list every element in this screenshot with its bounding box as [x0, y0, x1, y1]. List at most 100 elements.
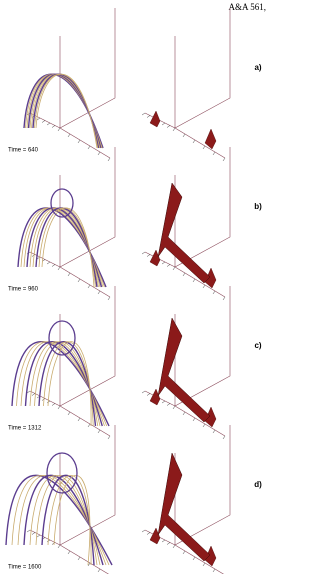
tick [192, 278, 196, 283]
tick [97, 568, 101, 573]
tick [166, 403, 171, 406]
tick [97, 429, 101, 434]
tick [87, 562, 91, 567]
panel: Time = 960 b) [8, 147, 262, 301]
tick [192, 139, 196, 144]
current-sheet [149, 388, 161, 406]
tick [161, 122, 166, 126]
tick [202, 562, 206, 567]
axis-box [144, 8, 231, 159]
tick [146, 254, 151, 257]
axis-box [144, 286, 231, 437]
tick [31, 532, 36, 535]
tick [31, 393, 36, 396]
tick [57, 544, 61, 549]
tick [67, 272, 71, 277]
tick [51, 542, 56, 545]
tick [141, 112, 146, 116]
time-label: Time = 960 [8, 287, 39, 293]
tick [57, 266, 61, 271]
tick [26, 390, 31, 394]
tick [202, 423, 206, 428]
tick [67, 133, 71, 138]
tick [26, 529, 31, 533]
tick [87, 423, 91, 428]
tick [192, 417, 196, 422]
tick [212, 568, 216, 573]
tick [77, 556, 81, 561]
tick [107, 157, 111, 162]
time-label: Time = 1600 [8, 565, 42, 571]
tick [51, 264, 56, 267]
tick [36, 534, 41, 538]
tick [161, 400, 166, 404]
tick [141, 251, 146, 255]
current-sheet [149, 527, 161, 545]
tick [182, 411, 186, 416]
tick [161, 261, 166, 265]
field-line [16, 341, 108, 427]
tick [87, 145, 91, 150]
current-sheet [157, 182, 211, 284]
field-line [41, 207, 95, 288]
tick [166, 125, 171, 128]
tick [77, 278, 81, 283]
current-sheet [204, 406, 217, 428]
tick [212, 290, 216, 295]
tick [212, 429, 216, 434]
tick [51, 125, 56, 128]
tick [202, 145, 206, 150]
tick [107, 296, 111, 301]
panel-label: c) [254, 341, 261, 350]
tick [161, 539, 166, 543]
tick [31, 254, 36, 257]
tick [36, 117, 41, 121]
field-line [27, 73, 102, 149]
tick [41, 120, 46, 123]
tick [182, 133, 186, 138]
tick [87, 284, 91, 289]
tick [67, 550, 71, 555]
tick [67, 411, 71, 416]
time-label: Time = 640 [8, 148, 39, 154]
tick [141, 390, 146, 394]
tick [212, 151, 216, 156]
flux-rope [48, 320, 76, 356]
tick [172, 266, 176, 271]
tick [107, 435, 111, 440]
flux-rope [46, 452, 78, 494]
tick [172, 405, 176, 410]
tick [41, 398, 46, 401]
field-line [29, 207, 101, 288]
current-sheet [149, 110, 161, 128]
tick [57, 405, 61, 410]
current-sheet [204, 545, 217, 567]
tick [182, 550, 186, 555]
tick [97, 151, 101, 156]
panel: Time = 640 a) [8, 8, 262, 162]
current-sheet [157, 317, 211, 423]
tick [172, 127, 176, 132]
axis-box [144, 147, 231, 298]
tick [46, 261, 51, 265]
current-sheet [204, 128, 217, 150]
tick [57, 127, 61, 132]
tick [182, 272, 186, 277]
tick [146, 115, 151, 118]
tick [77, 139, 81, 144]
tick [51, 403, 56, 406]
field-line [5, 474, 113, 566]
tick [46, 122, 51, 126]
tick [222, 296, 226, 301]
panel-label: a) [254, 63, 261, 72]
tick [166, 542, 171, 545]
time-label: Time = 1312 [8, 426, 42, 432]
tick [172, 544, 176, 549]
tick [222, 435, 226, 440]
field-line [20, 341, 105, 427]
panel-label: d) [254, 480, 262, 489]
field-line [43, 341, 94, 427]
current-sheet [149, 249, 161, 267]
axis-box [144, 425, 231, 574]
